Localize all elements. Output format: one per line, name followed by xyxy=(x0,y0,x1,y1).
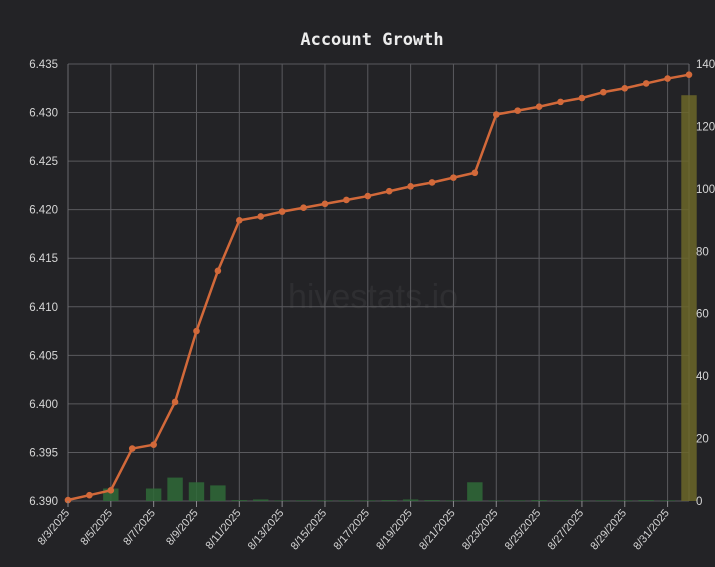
line-point xyxy=(128,445,136,452)
x-tick-label: 8/9/2025 xyxy=(164,507,201,548)
chart-title: Account Growth xyxy=(300,30,443,50)
y-right-tick-label: 140 xyxy=(696,59,715,71)
line-point xyxy=(492,111,500,118)
x-tick-label: 8/3/2025 xyxy=(36,507,73,548)
line-point xyxy=(214,267,222,275)
bar xyxy=(424,500,440,501)
line-point xyxy=(257,213,265,220)
line-point xyxy=(236,217,243,224)
bar xyxy=(274,500,290,501)
y-left-tick-label: 6.410 xyxy=(29,302,58,314)
line-point xyxy=(664,75,671,82)
y-right-tick-label: 20 xyxy=(696,434,709,446)
bar xyxy=(509,500,526,501)
x-axis: 8/3/2025 8/5/2025 8/7/2025 8/9/2025 8/11/202… xyxy=(36,501,672,552)
y-right-tick-label: 100 xyxy=(696,184,715,196)
bar xyxy=(552,500,569,501)
y-left-tick-label: 6.425 xyxy=(29,156,58,168)
line-point xyxy=(343,196,350,204)
x-tick-label: 8/15/2025 xyxy=(289,507,330,552)
line-point xyxy=(514,107,521,114)
bar xyxy=(402,499,419,501)
y-left-tick-label: 6.400 xyxy=(29,399,58,411)
bar xyxy=(338,500,355,501)
y-right-tick-label: 80 xyxy=(696,246,709,258)
y-left-tick-label: 6.430 xyxy=(29,108,58,120)
bar xyxy=(681,95,697,501)
line-point xyxy=(321,200,329,208)
bar xyxy=(638,500,654,501)
x-tick-label: 8/13/2025 xyxy=(246,507,287,552)
x-tick-label: 8/11/2025 xyxy=(203,507,243,552)
bar-series xyxy=(103,95,697,501)
bar xyxy=(295,500,312,501)
line-point xyxy=(86,491,93,499)
bar xyxy=(145,488,162,501)
line-point xyxy=(450,174,457,181)
line-point xyxy=(578,94,586,102)
x-tick-label: 8/25/2025 xyxy=(503,507,544,552)
bar xyxy=(595,500,612,501)
bar xyxy=(445,500,462,501)
bar xyxy=(231,500,248,501)
bar xyxy=(188,482,205,501)
x-tick-label: 8/27/2025 xyxy=(546,507,587,552)
bar xyxy=(210,485,226,501)
line-point xyxy=(642,80,650,87)
line-point xyxy=(171,398,179,406)
line-point xyxy=(64,496,72,504)
y-axis-right: 0 20 40 60 80 100 120 140 xyxy=(696,59,715,508)
bar xyxy=(467,482,483,501)
line-path xyxy=(67,73,690,502)
y-right-tick-label: 0 xyxy=(696,496,702,508)
x-tick-label: 8/7/2025 xyxy=(121,507,158,548)
line-point xyxy=(685,71,693,78)
line-point xyxy=(300,204,307,212)
line-point xyxy=(150,441,157,448)
y-left-tick-label: 6.435 xyxy=(29,59,58,71)
y-left-tick-label: 6.420 xyxy=(29,205,58,217)
line-point xyxy=(535,103,543,111)
line-series xyxy=(64,71,693,504)
x-tick-label: 8/19/2025 xyxy=(374,507,415,552)
bar xyxy=(574,500,590,501)
y-left-tick-label: 6.390 xyxy=(29,496,58,508)
x-tick-label: 8/21/2025 xyxy=(417,507,458,552)
bar xyxy=(617,500,633,501)
bar xyxy=(167,477,183,501)
bar xyxy=(659,500,676,501)
line-point xyxy=(107,487,115,494)
bar xyxy=(381,500,397,501)
x-tick-label: 8/5/2025 xyxy=(78,507,115,548)
line-point xyxy=(278,208,286,215)
y-right-tick-label: 40 xyxy=(696,371,709,383)
x-tick-label: 8/23/2025 xyxy=(460,507,501,552)
line-point xyxy=(557,98,564,106)
y-right-tick-label: 60 xyxy=(696,309,709,321)
grid xyxy=(67,63,690,502)
x-tick-label: 8/29/2025 xyxy=(588,507,629,552)
bar xyxy=(531,500,547,501)
line-point xyxy=(428,179,436,186)
y-left-tick-label: 6.405 xyxy=(29,350,58,362)
x-tick-label: 8/17/2025 xyxy=(331,507,372,552)
bar xyxy=(253,499,269,501)
line-point xyxy=(600,88,607,96)
y-axis-left: 6.390 6.395 6.400 6.405 6.410 6.415 6.420 6.425… xyxy=(29,59,58,508)
bar xyxy=(488,500,504,501)
line-point xyxy=(193,327,200,335)
line-point xyxy=(364,192,372,200)
y-left-tick-label: 6.415 xyxy=(29,253,58,265)
line-point xyxy=(385,187,393,195)
y-right-tick-label: 120 xyxy=(696,121,715,133)
line-point xyxy=(471,169,479,177)
bar xyxy=(360,500,376,501)
y-left-tick-label: 6.395 xyxy=(29,447,58,459)
x-tick-label: 8/31/2025 xyxy=(631,507,672,552)
watermark: hivestats.io xyxy=(288,278,458,316)
line-point xyxy=(407,183,414,190)
line-point xyxy=(621,84,629,92)
bar xyxy=(317,500,333,501)
